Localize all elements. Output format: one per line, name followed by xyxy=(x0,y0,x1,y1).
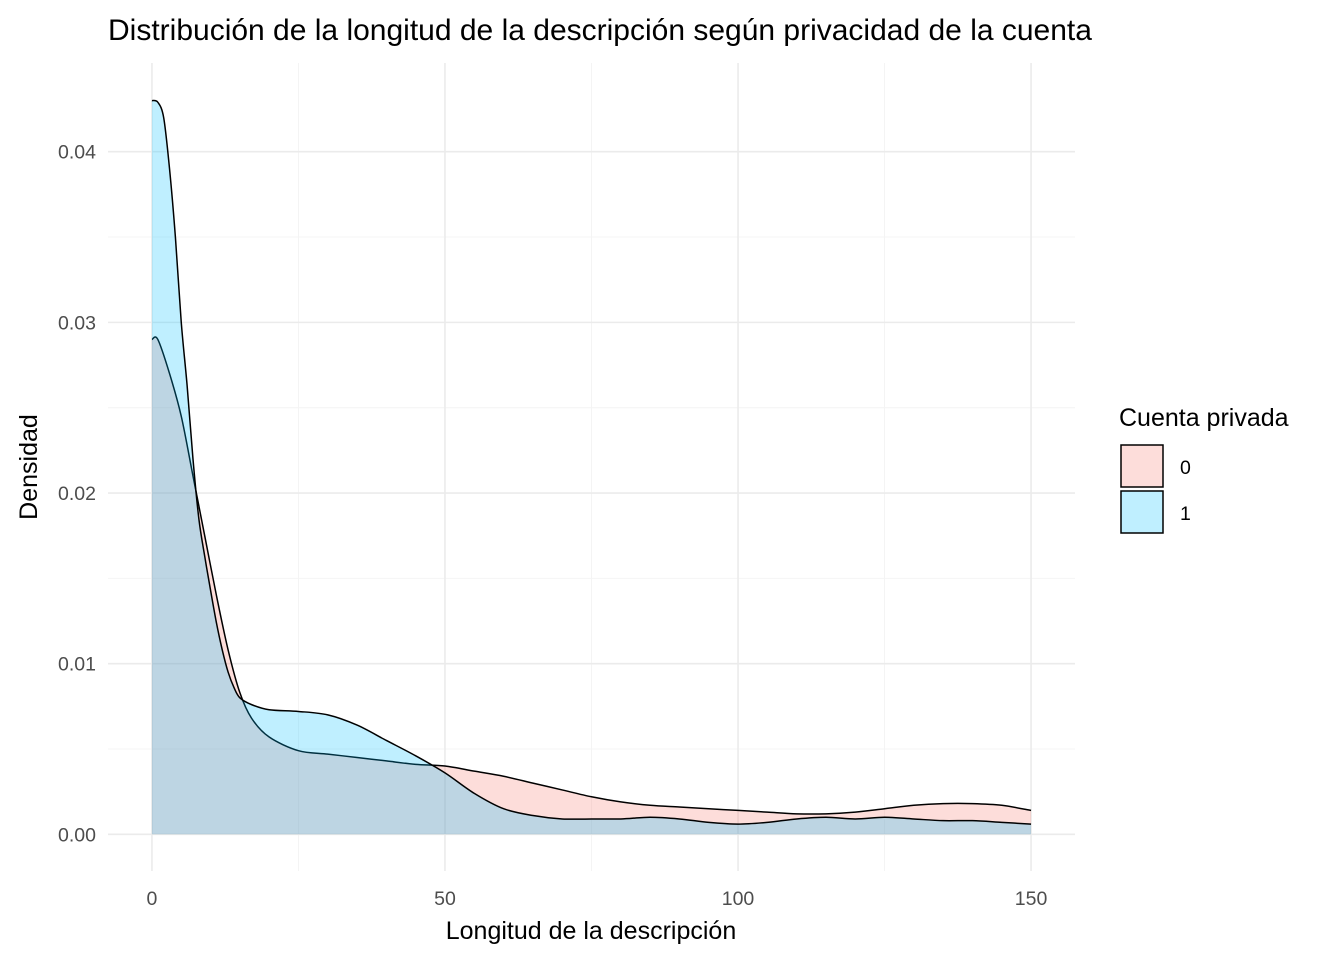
grid xyxy=(108,63,1075,871)
y-tick-label: 0.01 xyxy=(58,654,96,676)
y-tick-label: 0.02 xyxy=(58,483,96,505)
x-tick-label: 100 xyxy=(722,888,755,910)
y-axis-title: Densidad xyxy=(15,414,43,520)
legend-label-1: 1 xyxy=(1180,503,1191,525)
y-tick-label: 0.00 xyxy=(58,824,96,846)
y-tick-label: 0.04 xyxy=(58,142,96,164)
x-axis-title: Longitud de la descripción xyxy=(446,917,736,945)
density-line-1 xyxy=(151,99,1032,825)
chart-title: Distribución de la longitud de la descri… xyxy=(108,14,1092,47)
y-tick-label: 0.03 xyxy=(58,312,96,334)
legend-key-0 xyxy=(1120,444,1164,488)
density-area-1 xyxy=(151,100,1032,835)
x-tick-label: 0 xyxy=(147,888,158,910)
legend: Cuenta privada 01 xyxy=(1119,404,1289,534)
x-tick-label: 50 xyxy=(434,888,456,910)
legend-label-0: 0 xyxy=(1180,457,1191,479)
legend-title: Cuenta privada xyxy=(1119,404,1289,432)
density-line-0 xyxy=(151,336,1032,815)
x-tick-label: 150 xyxy=(1015,888,1048,910)
legend-key-bg xyxy=(1121,445,1163,487)
legend-key-1 xyxy=(1120,490,1164,534)
density-area-0 xyxy=(151,337,1032,835)
legend-key-bg xyxy=(1121,491,1163,533)
axis-ticks: 0 50 100 150 0.00 0.01 0.02 0.03 0.04 xyxy=(58,142,1047,910)
legend-keys: 01 xyxy=(1120,444,1191,534)
density-areas xyxy=(151,99,1032,835)
